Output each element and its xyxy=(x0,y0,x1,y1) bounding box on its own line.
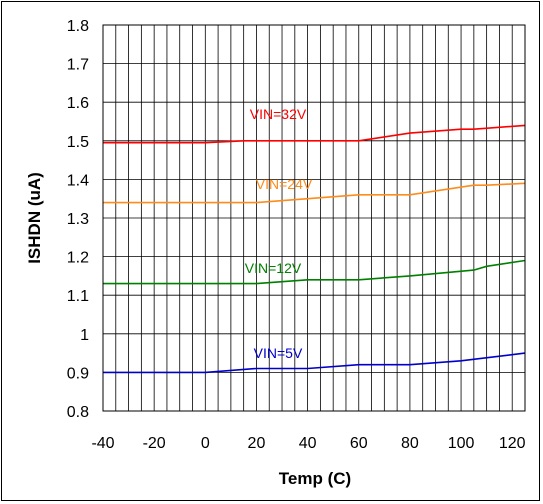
series-lines xyxy=(103,124,526,374)
y-tick-label: 1.5 xyxy=(67,134,89,151)
y-tick-label: 1.6 xyxy=(67,95,89,112)
series-line-0 xyxy=(103,124,526,144)
y-tick-label: 1.2 xyxy=(67,250,89,267)
y-tick-label: 0.8 xyxy=(67,404,89,421)
series-labels: VIN=32V VIN=24V VIN=12V VIN=5V xyxy=(245,106,313,361)
series-line-3 xyxy=(103,352,526,374)
series-line-2 xyxy=(103,259,526,285)
y-tick-label: 1.8 xyxy=(67,18,89,35)
y-tick-label: 1.7 xyxy=(67,57,89,74)
x-tick-label: 0 xyxy=(201,435,210,452)
x-axis-title: Temp (C) xyxy=(279,469,351,488)
x-tick-label: -20 xyxy=(143,435,166,452)
x-tick-label: 80 xyxy=(401,435,419,452)
y-tick-label: 0.9 xyxy=(67,365,89,382)
x-tick-label: 20 xyxy=(248,435,266,452)
y-tick-label: 1.3 xyxy=(67,211,89,228)
x-tick-label: 40 xyxy=(299,435,317,452)
plot-area-border xyxy=(102,24,526,412)
y-tick-labels: 0.8 0.9 1 1.1 1.2 1.3 1.4 1.5 1.6 1.7 1.8 xyxy=(67,18,89,421)
grid xyxy=(103,25,525,411)
series-label-0: VIN=32V xyxy=(250,106,307,122)
x-tick-labels: -40 -20 0 20 40 60 80 100 120 xyxy=(91,435,525,452)
series-label-2: VIN=12V xyxy=(245,260,302,276)
x-tick-label: 120 xyxy=(499,435,526,452)
series-line-1 xyxy=(103,182,526,204)
x-tick-label: 100 xyxy=(448,435,475,452)
series-label-1: VIN=24V xyxy=(256,176,313,192)
y-tick-label: 1.1 xyxy=(67,288,89,305)
x-tick-label: -40 xyxy=(91,435,114,452)
series-label-3: VIN=5V xyxy=(254,345,303,361)
y-axis-title: ISHDN (uA) xyxy=(25,172,44,264)
y-tick-label: 1 xyxy=(80,327,89,344)
y-tick-label: 1.4 xyxy=(67,172,89,189)
x-tick-label: 60 xyxy=(350,435,368,452)
